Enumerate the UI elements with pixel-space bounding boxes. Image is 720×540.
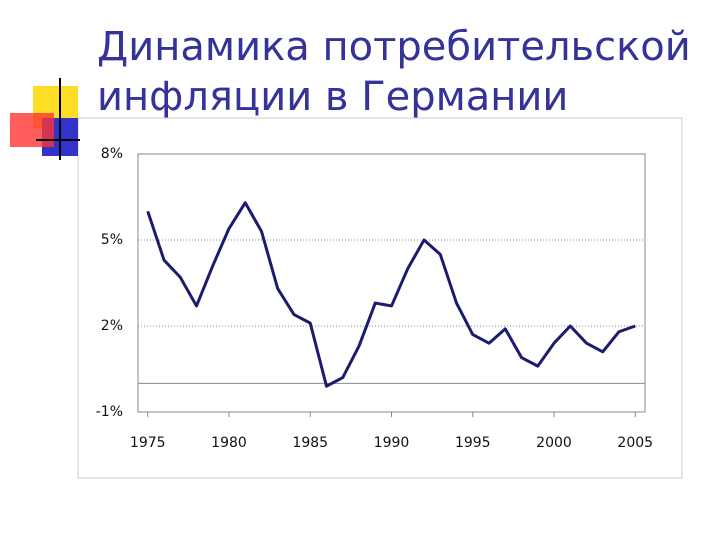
x-tick-label: 2000	[536, 435, 572, 451]
y-tick-label: 5%	[101, 232, 123, 248]
chart-area	[77, 117, 683, 479]
red-square	[10, 113, 54, 147]
y-tick-label: 8%	[101, 146, 123, 162]
x-tick-label: 1995	[455, 435, 491, 451]
x-tick-label: 1980	[211, 435, 247, 451]
slide-title: Динамика потребительской инфляции в Герм…	[97, 24, 691, 120]
decoration	[10, 78, 80, 160]
x-tick-label: 2005	[617, 435, 653, 451]
x-tick-label: 1985	[292, 435, 328, 451]
x-tick-label: 1975	[130, 435, 166, 451]
data-line	[146, 201, 636, 388]
y-tick-label: 2%	[101, 318, 123, 334]
y-tick-label: -1%	[96, 404, 123, 420]
x-tick-label: 1990	[374, 435, 410, 451]
